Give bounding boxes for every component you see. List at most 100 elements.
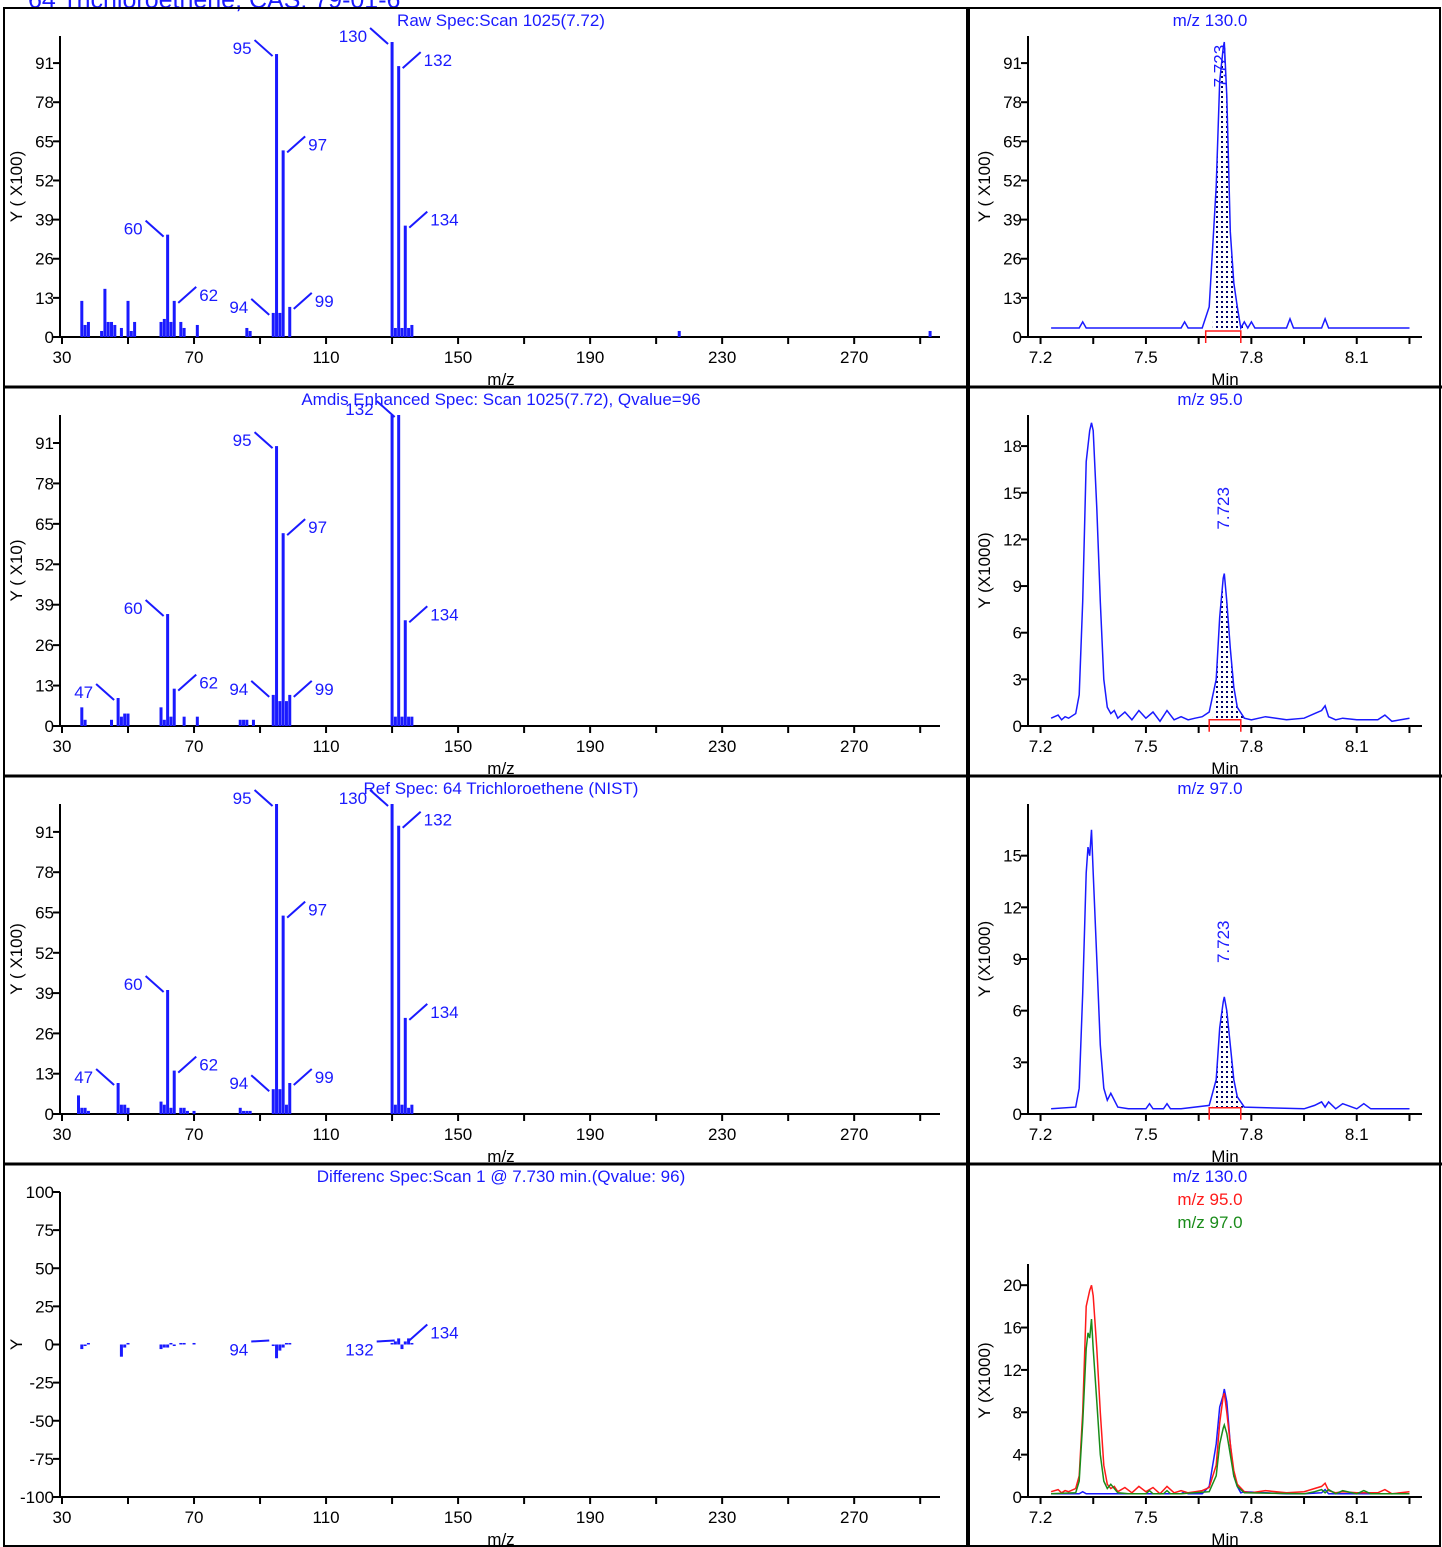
spectrum-bar xyxy=(126,1342,130,1345)
spectrum-bar xyxy=(238,1107,242,1114)
peak-leader xyxy=(177,673,197,692)
x-tick-label: 70 xyxy=(185,1508,204,1527)
y-tick-label: 39 xyxy=(35,596,54,615)
y-tick-label: 65 xyxy=(35,515,54,534)
spectrum-bar xyxy=(83,1107,87,1114)
x-tick-label: 270 xyxy=(840,348,868,367)
spectrum-bar xyxy=(116,1083,120,1114)
x-tick-label: 70 xyxy=(185,737,204,756)
spectrum-bar xyxy=(195,716,199,726)
spectrum-bar xyxy=(281,150,285,337)
legend-entry: m/z 97.0 xyxy=(1177,1213,1242,1232)
peak-label: 94 xyxy=(229,298,248,317)
spectrum-bar xyxy=(166,1344,170,1348)
x-axis-label: Min xyxy=(1211,370,1238,389)
y-tick-label: 13 xyxy=(35,1065,54,1084)
spectrum-bar xyxy=(288,1083,292,1114)
spectrum-bar xyxy=(288,1342,292,1345)
y-tick-label: 9 xyxy=(1013,577,1022,596)
retention-time-label: 7.723 xyxy=(1214,487,1233,530)
spectrum-bar xyxy=(110,719,114,726)
spectrum-bar xyxy=(169,1342,173,1345)
y-tick-label: 65 xyxy=(35,132,54,151)
panel-title: Raw Spec:Scan 1025(7.72) xyxy=(397,11,605,30)
peak-label: 132 xyxy=(424,811,452,830)
spectrum-bar xyxy=(169,1107,173,1114)
peak-label: 62 xyxy=(199,286,218,305)
peak-label: 99 xyxy=(315,292,334,311)
peak-leader xyxy=(251,1339,270,1343)
peak-leader xyxy=(376,400,396,418)
spectrum-bar xyxy=(400,327,404,337)
x-axis-label: Min xyxy=(1211,1147,1238,1166)
x-tick-label: 7.8 xyxy=(1240,737,1264,756)
y-tick-label: -25 xyxy=(29,1374,54,1393)
spectrum-bar xyxy=(83,324,87,337)
spectrum-bar xyxy=(159,707,163,726)
spectrum-bar xyxy=(242,719,246,726)
spectrum-bar xyxy=(245,1110,249,1114)
y-tick-label: 52 xyxy=(35,171,54,190)
spectrum-bar xyxy=(119,1344,123,1357)
chrom-trace xyxy=(1050,1284,1410,1495)
x-axis-label: m/z xyxy=(487,1147,514,1166)
panel-title: Differenc Spec:Scan 1 @ 7.730 min.(Qvalu… xyxy=(317,1167,685,1186)
spectrum-bar xyxy=(179,321,183,337)
spectrum-bar xyxy=(251,719,255,726)
legend-entry: m/z 130.0 xyxy=(1173,11,1248,30)
spectrum-bar xyxy=(83,1344,87,1347)
panel-rt97: m/z 97.0 7.2 7.5 7.8 8.1 Min 0 3 6 9 12 15 Y (X1000)… xyxy=(975,779,1422,1166)
peak-label: 99 xyxy=(315,1068,334,1087)
y-tick-label: 78 xyxy=(1003,93,1022,112)
panel-diff: Differenc Spec:Scan 1 @ 7.730 min.(Qvalu… xyxy=(7,1167,940,1547)
y-tick-label: 78 xyxy=(35,474,54,493)
spectrum-bar xyxy=(80,707,84,726)
retention-time-label: 7.723 xyxy=(1211,45,1230,88)
peak-label: 132 xyxy=(424,51,452,70)
spectrum-bar xyxy=(182,1342,186,1345)
x-tick-label: 150 xyxy=(444,737,472,756)
spectrum-bar xyxy=(390,415,394,726)
y-tick-label: 12 xyxy=(1003,1361,1022,1380)
peak-label: 94 xyxy=(229,1074,248,1093)
spectrum-bar xyxy=(407,327,411,337)
y-tick-label: 13 xyxy=(35,289,54,308)
peak-label: 99 xyxy=(315,680,334,699)
peak-label: 94 xyxy=(229,680,248,699)
spectrum-bar xyxy=(403,1341,407,1345)
x-tick-label: 30 xyxy=(53,1508,72,1527)
x-tick-label: 110 xyxy=(313,1125,340,1144)
y-tick-label: 78 xyxy=(35,863,54,882)
y-tick-label: 18 xyxy=(1003,437,1022,456)
panel-rt95: m/z 95.0 7.2 7.5 7.8 8.1 Min 0 3 6 9 12 15 18 Y (X100… xyxy=(975,390,1422,778)
x-tick-label: 190 xyxy=(576,1125,604,1144)
x-tick-label: 150 xyxy=(444,348,472,367)
y-tick-label: 91 xyxy=(35,434,54,453)
spectrum-bar xyxy=(119,716,123,726)
y-tick-label: 52 xyxy=(1003,171,1022,190)
spectrum-bar xyxy=(281,915,285,1114)
x-tick-label: 7.8 xyxy=(1240,348,1264,367)
spectrum-bar xyxy=(271,312,275,337)
peak-leader xyxy=(250,1074,270,1092)
spectrum-bar xyxy=(284,1342,288,1345)
panel-overlay: m/z 130.0 m/z 95.0 m/z 97.0 7.2 7.5 7.8 8.1 Min… xyxy=(975,1167,1422,1547)
spectrum-bar xyxy=(397,825,401,1114)
x-tick-label: 30 xyxy=(53,1125,72,1144)
y-tick-label: 0 xyxy=(1013,717,1022,736)
y-tick-label: 65 xyxy=(35,904,54,923)
y-axis-label: Y xyxy=(7,1339,26,1350)
x-tick-label: 7.2 xyxy=(1029,348,1053,367)
y-tick-label: 20 xyxy=(1003,1276,1022,1295)
peak-leader xyxy=(293,1068,313,1086)
peak-label: 97 xyxy=(308,901,327,920)
spectrum-bar xyxy=(192,1342,196,1345)
peak-label: 132 xyxy=(345,400,373,419)
spectrum-bar xyxy=(133,321,137,337)
spectrum-bar xyxy=(80,300,84,337)
x-tick-label: 270 xyxy=(840,1508,868,1527)
peak-leader xyxy=(95,683,115,701)
x-tick-label: 150 xyxy=(444,1125,472,1144)
spectrum-bar xyxy=(397,66,401,337)
